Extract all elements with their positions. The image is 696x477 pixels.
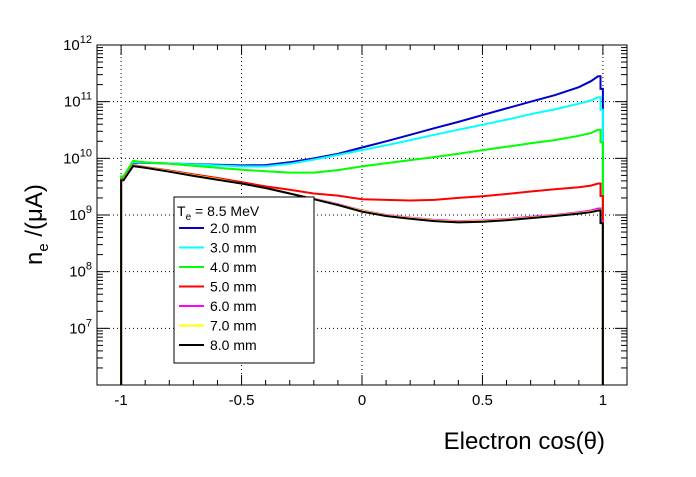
- y-tick-label-exponent: 11: [81, 91, 92, 103]
- y-tick-label: 107: [69, 317, 92, 337]
- y-axis-label-main: n: [21, 252, 48, 265]
- y-axis-label-sub: e: [35, 243, 52, 251]
- y-axis-label-tail: /(μA): [21, 184, 48, 243]
- legend-label: 4.0 mm: [210, 259, 257, 275]
- y-tick-label-base: 10: [64, 94, 81, 111]
- series-layer: [120, 75, 604, 385]
- legend-title-tail: = 8.5 MeV: [191, 203, 260, 219]
- y-tick-label-base: 10: [69, 264, 86, 281]
- y-tick-label-base: 10: [69, 207, 86, 224]
- legend-label: 3.0 mm: [210, 240, 257, 256]
- series-line: [120, 165, 604, 385]
- x-tick-label: -1: [114, 392, 127, 409]
- y-tick-label-base: 10: [63, 150, 80, 167]
- legend-label: 8.0 mm: [210, 337, 257, 353]
- y-tick-label-base: 10: [69, 320, 86, 337]
- legend-label: 2.0 mm: [210, 220, 257, 236]
- legend-label: 7.0 mm: [210, 318, 257, 334]
- y-tick-label: 1010: [63, 147, 92, 167]
- series-line: [120, 128, 604, 385]
- legend-title-sub: e: [186, 212, 192, 223]
- y-tick-label: 108: [69, 261, 92, 281]
- legend-label: 6.0 mm: [210, 298, 257, 314]
- x-tick-label: 0: [358, 392, 366, 409]
- y-tick-label-exponent: 8: [86, 261, 92, 273]
- x-tick-label: 1: [599, 392, 607, 409]
- legend-box: [173, 196, 315, 364]
- legend-title-main: T: [177, 203, 186, 219]
- y-tick-label: 109: [69, 204, 92, 224]
- legend-entries: 2.0 mm 3.0 mm 4.0 mm 5.0 mm 6.0 mm 7.0 mm 8.0 …: [179, 220, 257, 353]
- legend: Te = 8.5 MeV 2.0 mm 3.0 mm 4.0 mm 5.0 mm 6.0…: [173, 196, 315, 364]
- y-tick-label-exponent: 7: [86, 317, 92, 329]
- y-tick-label: 1012: [63, 34, 92, 54]
- x-tick-label: 0.5: [472, 392, 493, 409]
- y-tick-label-exponent: 9: [86, 204, 92, 216]
- y-tick-label-base: 10: [63, 37, 80, 54]
- legend-title: Te = 8.5 MeV: [177, 203, 260, 223]
- legend-label: 5.0 mm: [210, 279, 257, 295]
- x-tick-label: -0.5: [229, 392, 255, 409]
- y-tick-label-exponent: 10: [80, 147, 92, 159]
- y-axis-label: ne /(μA): [21, 184, 52, 265]
- y-tick-label-exponent: 12: [80, 34, 92, 46]
- y-tick-label: 1011: [64, 91, 92, 111]
- x-axis-label: Electron cos(θ): [444, 428, 605, 455]
